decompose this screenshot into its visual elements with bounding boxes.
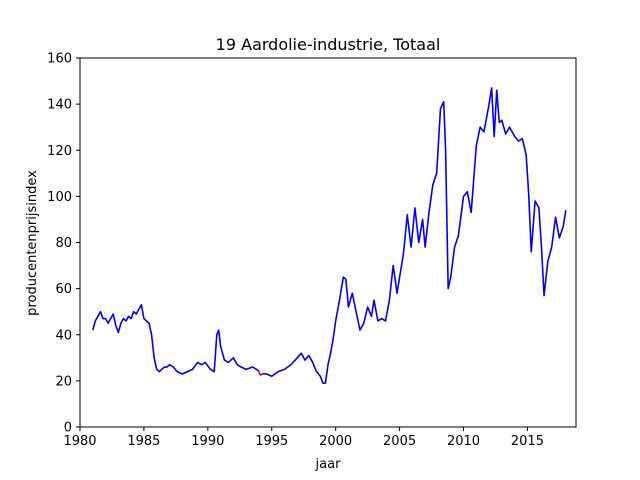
series-line-1 bbox=[258, 371, 263, 376]
y-tick-label: 160 bbox=[47, 52, 72, 67]
y-tick-label: 100 bbox=[47, 190, 72, 205]
x-axis: 1980 1985 1990 1995 2000 2005 2010 2015 bbox=[63, 427, 544, 449]
series-line-2 bbox=[262, 87, 567, 384]
x-tick-label: 1985 bbox=[127, 434, 160, 449]
y-tick-label: 60 bbox=[55, 282, 72, 297]
x-tick-label: 2005 bbox=[383, 434, 416, 449]
plot-area bbox=[92, 87, 567, 384]
y-tick-label: 20 bbox=[55, 374, 72, 389]
x-axis-label: jaar bbox=[315, 457, 342, 472]
y-tick-label: 0 bbox=[64, 421, 72, 436]
x-tick-label: 2000 bbox=[319, 434, 352, 449]
x-tick-label: 1990 bbox=[191, 434, 224, 449]
x-tick-label: 1980 bbox=[63, 434, 96, 449]
x-tick-label: 2015 bbox=[511, 434, 544, 449]
y-tick-label: 140 bbox=[47, 98, 72, 113]
x-tick-label: 2010 bbox=[447, 434, 480, 449]
series-line-0 bbox=[92, 303, 260, 375]
y-tick-label: 80 bbox=[55, 236, 72, 251]
chart-title: 19 Aardolie-industrie, Totaal bbox=[216, 35, 441, 54]
y-tick-label: 40 bbox=[55, 328, 72, 343]
x-tick-label: 1995 bbox=[255, 434, 288, 449]
y-axis: 0 20 40 60 80 100 120 140 160 bbox=[47, 52, 80, 436]
y-tick-label: 120 bbox=[47, 144, 72, 159]
y-axis-label: producentenprijsindex bbox=[25, 170, 40, 316]
